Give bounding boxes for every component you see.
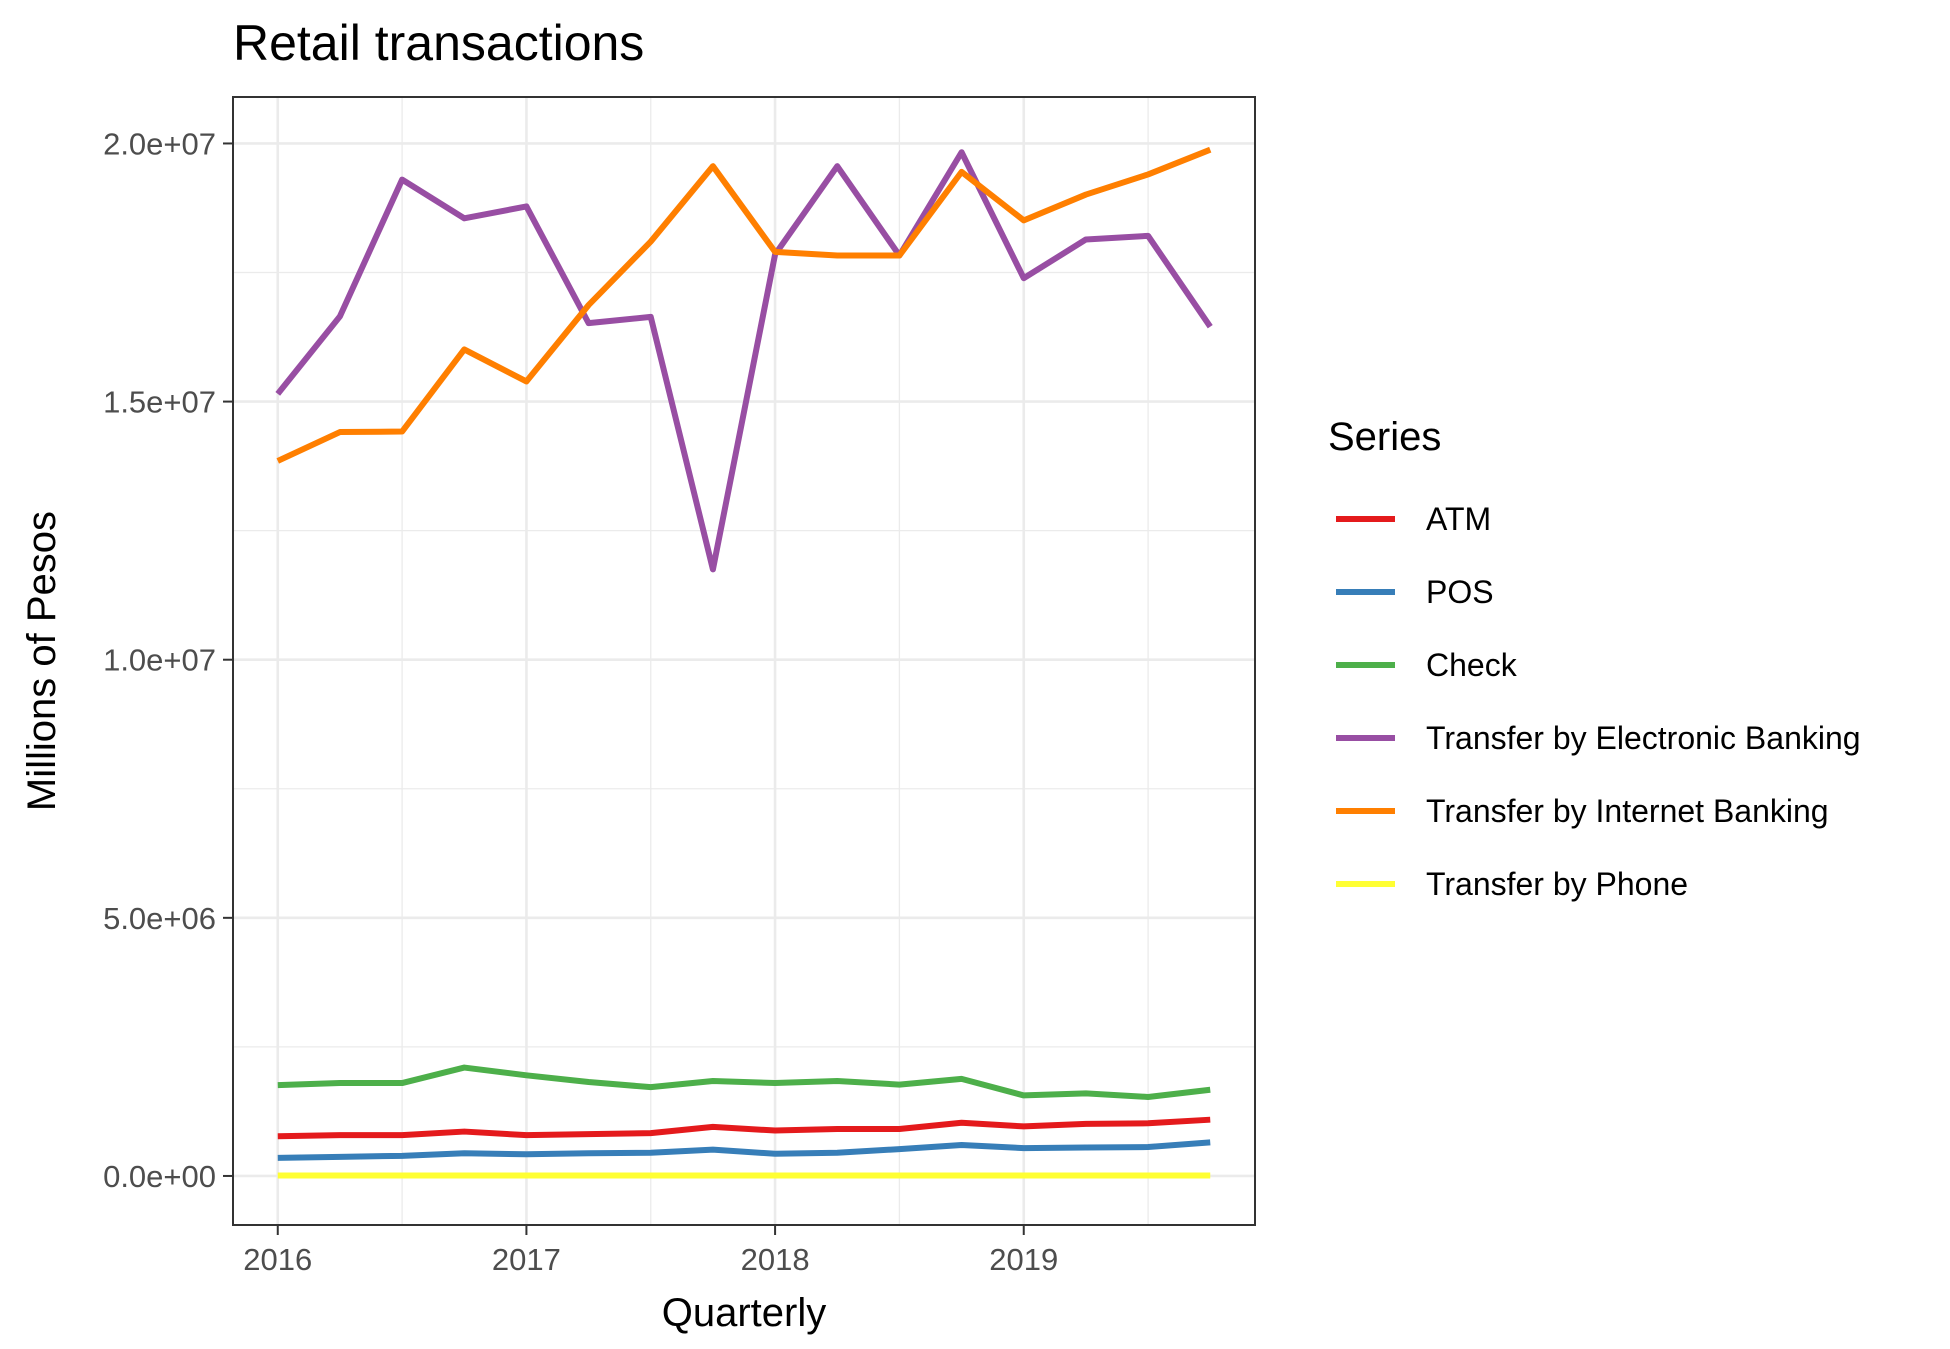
x-tick-label: 2018 [741, 1242, 810, 1277]
series-lines [275, 146, 1213, 1179]
y-tick-label: 2.0e+07 [103, 126, 216, 161]
legend-label: Check [1426, 647, 1518, 683]
legend-item-pos: POS [1336, 574, 1494, 610]
legend-label: Transfer by Electronic Banking [1426, 720, 1861, 756]
x-axis: 2016 2017 2018 2019 [243, 1225, 1058, 1277]
series-line-pos [277, 1139, 1211, 1161]
legend-label: POS [1426, 574, 1494, 610]
x-tick-label: 2016 [243, 1242, 312, 1277]
series-line-atm [277, 1116, 1211, 1140]
chart-title: Retail transactions [233, 15, 644, 71]
series-line-check [277, 1064, 1211, 1100]
legend: Series ATM POS Check Transfer by Electronic… [1328, 415, 1861, 902]
legend-item-check: Check [1336, 647, 1518, 683]
plot-panel [232, 96, 1256, 1226]
legend-label: Transfer by Internet Banking [1426, 793, 1829, 829]
y-tick-label: 1.0e+07 [103, 643, 216, 678]
legend-item-transfer-by-internet-banking: Transfer by Internet Banking [1336, 793, 1829, 829]
legend-item-atm: ATM [1336, 501, 1491, 537]
legend-title: Series [1328, 415, 1441, 459]
legend-items: ATM POS Check Transfer by Electronic Bankin… [1336, 501, 1861, 902]
legend-label: ATM [1426, 501, 1491, 537]
y-tick-label: 5.0e+06 [103, 901, 216, 936]
panel-border [232, 96, 1256, 1226]
series-line-transfer-by-electronic-banking [275, 149, 1213, 573]
x-tick-label: 2019 [989, 1242, 1058, 1277]
y-tick-label: 1.5e+07 [103, 385, 216, 420]
legend-item-transfer-by-electronic-banking: Transfer by Electronic Banking [1336, 720, 1861, 756]
series-line-transfer-by-internet-banking [276, 146, 1212, 464]
legend-item-transfer-by-phone: Transfer by Phone [1336, 866, 1688, 902]
x-tick-label: 2017 [492, 1242, 561, 1277]
x-axis-title: Quarterly [662, 1291, 827, 1335]
legend-label: Transfer by Phone [1426, 866, 1688, 902]
y-tick-label: 0.0e+00 [103, 1159, 216, 1194]
y-axis-title: Millions of Pesos [20, 511, 64, 811]
y-axis: 0.0e+00 5.0e+06 1.0e+07 1.5e+07 2.0e+07 [103, 126, 233, 1194]
